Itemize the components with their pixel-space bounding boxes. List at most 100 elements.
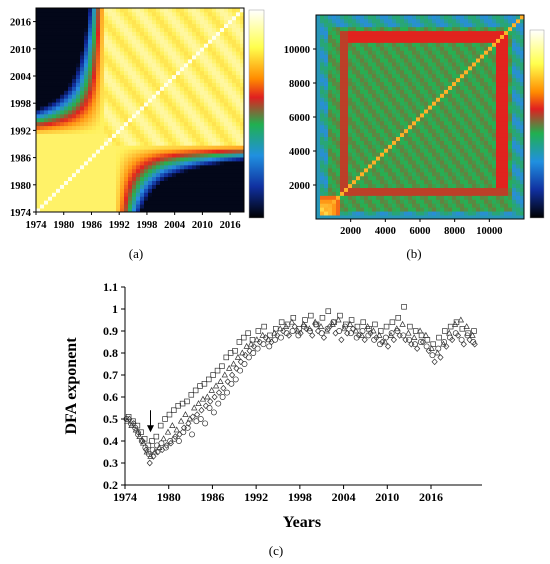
heatmap-a-cell [72,11,77,17]
heatmap-b-cell [384,160,389,165]
heatmap-b-cell [488,164,493,169]
heatmap-b-cell [416,199,421,204]
heatmap-b-cell [412,22,417,28]
heatmap-a-cell [40,11,45,17]
heatmap-b-cell [484,66,489,71]
heatmap-a-cell [192,113,197,119]
heatmap-b-cell [336,211,341,216]
heatmap-b-cell [400,93,405,98]
heatmap-b-cell [384,140,389,145]
heatmap-a-cell [200,196,205,201]
heatmap-a-cell [172,121,177,127]
heatmap-a-cell [160,35,165,40]
heatmap-a-cell [120,164,125,170]
heatmap-a-cell [40,39,45,44]
heatmap-b-cell [360,46,365,51]
heatmap-b-cell [444,62,449,67]
heatmap-b-cell [372,109,377,114]
heatmap-a-cell [184,121,189,127]
heatmap-b-cell [372,124,377,130]
heatmap-a-cell [216,145,221,150]
heatmap-a-cell [72,192,77,197]
heatmap-b-cell [404,46,409,51]
heatmap-b-cell [436,97,441,102]
heatmap-a-cell [188,27,193,32]
heatmap-a-cell [160,31,165,36]
heatmap-b-cell [420,120,425,126]
heatmap-b-cell [368,38,373,43]
heatmap-a-cell [80,157,85,162]
heatmap-b-cell [316,66,321,71]
heatmap-a-cell [36,117,41,123]
heatmap-a-cell [128,161,133,166]
heatmap-a-cell [156,180,161,185]
heatmap-b-cell [364,113,369,118]
heatmap-b-cell [412,54,417,59]
heatmap-a-cell [176,39,181,44]
heatmap-b-cell [472,179,477,185]
heatmap-b-cell [452,109,457,114]
heatmap-b-cell [436,203,441,208]
heatmap-a-cell [44,110,49,115]
heatmap-a-cell [80,106,85,111]
heatmap-b-cell [332,30,337,36]
heatmap-b-cell [360,191,365,196]
heatmap-a-cell [164,168,169,174]
heatmap-a-cell [212,192,217,197]
heatmap-a-cell [220,39,225,44]
heatmap-a-cell [76,204,81,209]
heatmap-b-cell [424,120,429,126]
heatmap-a-cell [68,113,73,119]
heatmap-b-cell [476,22,481,28]
heatmap-b-cell [444,136,449,141]
heatmap-b-cell [332,77,337,83]
heatmap-a-cell [36,23,41,29]
heatmap-a-cell [220,161,225,166]
heatmap-b-cell [372,15,377,20]
heatmap-b-cell [468,191,473,196]
heatmap-b-cell [336,183,341,189]
heatmap-a-cell [92,11,97,17]
heatmap-b-cell [464,191,469,196]
heatmap-b-cell [344,124,349,130]
heatmap-b-cell [456,136,461,141]
heatmap-b-cell [456,81,461,87]
heatmap-a-cell [152,74,157,80]
heatmap-a-cell [124,184,129,189]
heatmap-a-cell [208,23,213,29]
heatmap-a-cell [124,90,129,95]
heatmap-a-cell [220,51,225,56]
heatmap-b-cell [316,62,321,67]
heatmap-b-cell [324,30,329,36]
heatmap-a-cell [232,113,237,119]
heatmap-a-cell [164,180,169,185]
heatmap-a-cell [124,164,129,170]
heatmap-b-cell [412,164,417,169]
heatmap-b-cell [432,124,437,130]
heatmap-a-cell [108,168,113,174]
heatmap-b-cell [468,109,473,114]
heatmap-b-cell [360,15,365,20]
heatmap-a-cell [196,180,201,185]
heatmap-a-cell [112,113,117,119]
heatmap-a-cell [188,172,193,178]
heatmap-b-cell [388,105,393,110]
heatmap-a-cell [68,90,73,95]
heatmap-b-cell [344,109,349,114]
heatmap-a-cell [188,204,193,209]
heatmap-b-cell [316,22,321,28]
heatmap-b-cell [348,179,353,185]
heatmap-a-cell [92,125,97,131]
heatmap-b-cell [376,58,381,63]
heatmap-a-cell [232,59,237,64]
heatmap-a-cell [76,35,81,40]
heatmap-a-cell [176,35,181,40]
heatmap-a-cell [56,121,61,127]
heatmap-a-cell [96,172,101,178]
heatmap-a-cell [156,51,161,56]
heatmap-b-cell [448,66,453,71]
heatmap-b-cell [436,34,441,39]
heatmap-b-cell [332,160,337,165]
heatmap-a-cell [236,125,241,131]
heatmap-a-cell [68,168,73,174]
